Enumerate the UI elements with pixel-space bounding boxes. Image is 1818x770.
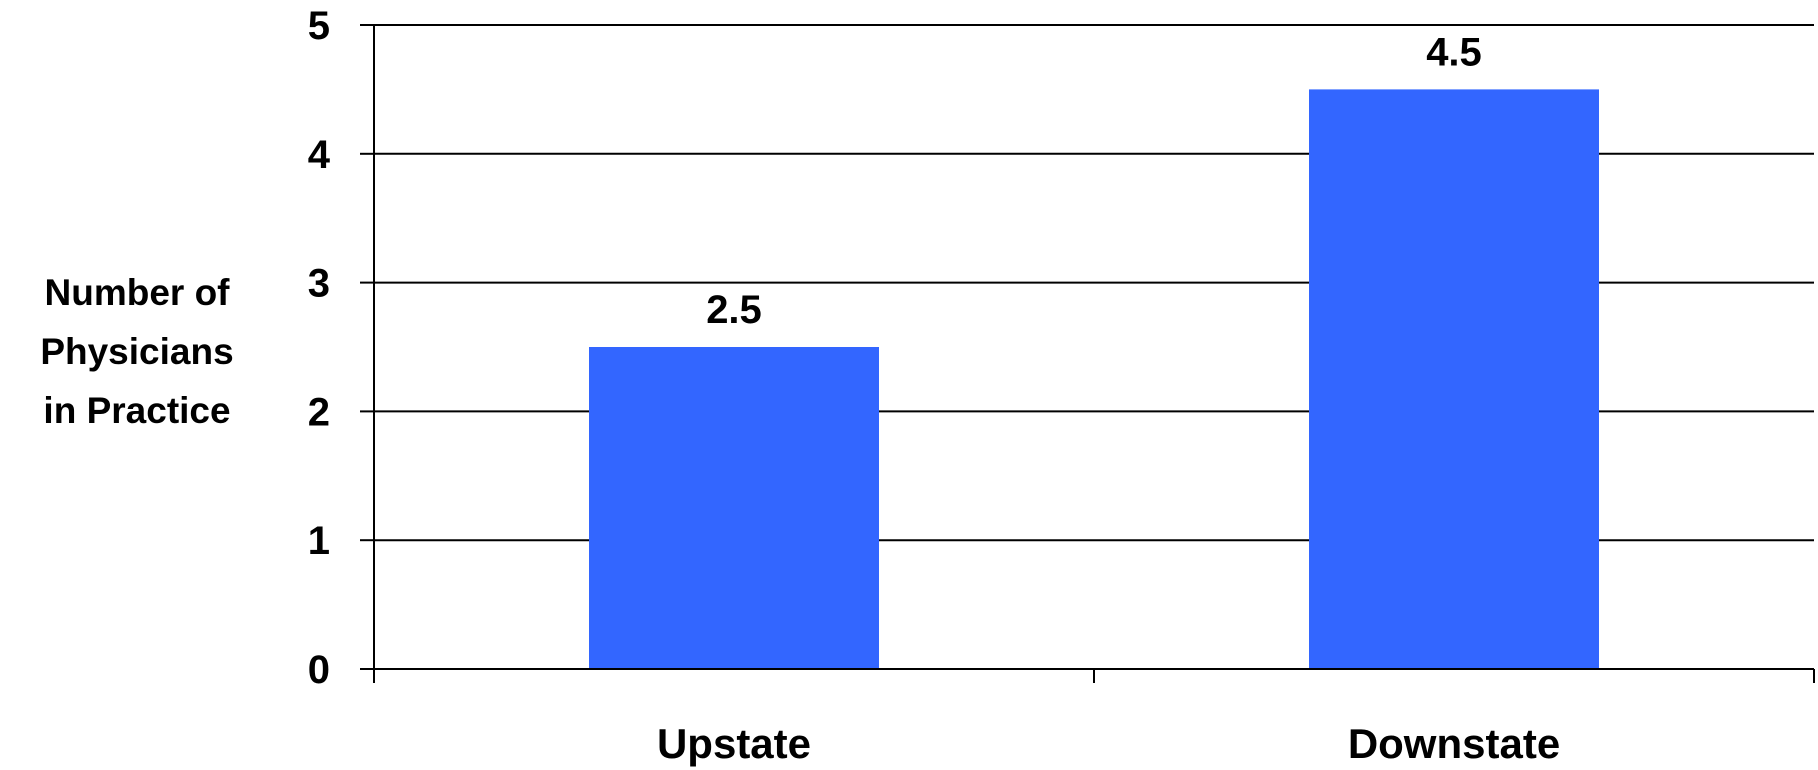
- y-tick-label-5: 5: [308, 4, 330, 48]
- bar-upstate: [589, 347, 879, 669]
- data-label-downstate: 4.5: [1426, 30, 1482, 74]
- y-tick-label-4: 4: [308, 133, 331, 177]
- bars: [589, 89, 1599, 669]
- data-label-upstate: 2.5: [706, 288, 762, 332]
- category-labels: Upstate Downstate: [657, 720, 1560, 767]
- y-tick-label-0: 0: [308, 648, 330, 692]
- data-labels: 2.5 4.5: [706, 30, 1482, 332]
- y-tick-label-2: 2: [308, 390, 330, 434]
- bar-downstate: [1309, 89, 1599, 669]
- y-tick-label-3: 3: [308, 262, 330, 306]
- y-axis-label-line-2: Physicians: [40, 331, 233, 372]
- category-label-downstate: Downstate: [1348, 720, 1560, 767]
- category-label-upstate: Upstate: [657, 720, 811, 767]
- y-axis-label-line-3: in Practice: [43, 390, 230, 431]
- y-axis-label: Number of Physicians in Practice: [40, 272, 233, 431]
- axes: [360, 24, 1815, 683]
- y-tick-label-1: 1: [308, 519, 330, 563]
- y-axis-label-line-1: Number of: [45, 272, 231, 313]
- y-tick-labels: 0 1 2 3 4 5: [308, 4, 331, 692]
